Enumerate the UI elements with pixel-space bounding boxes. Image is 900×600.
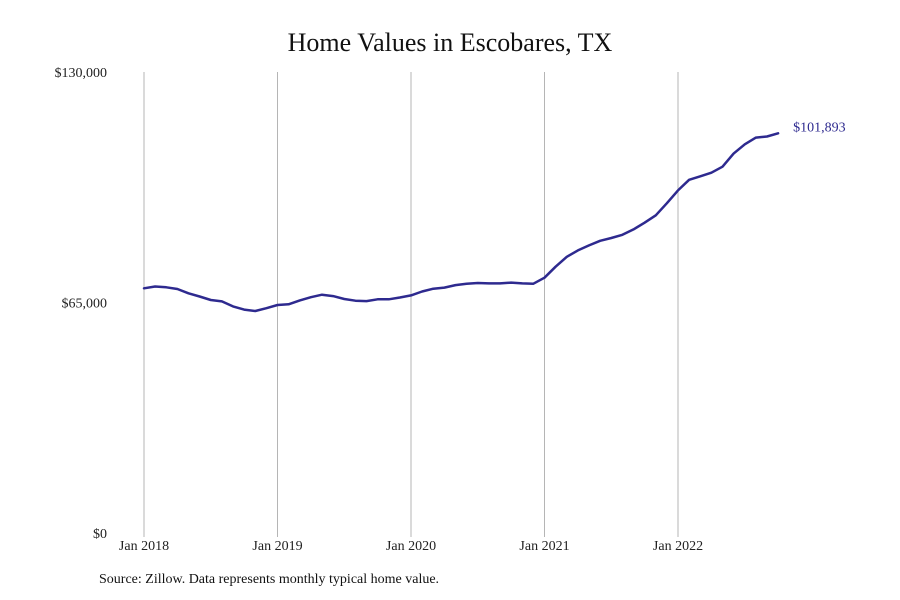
data-point xyxy=(343,298,346,300)
data-point xyxy=(688,179,690,181)
data-point xyxy=(554,265,557,268)
x-tick-label: Jan 2022 xyxy=(653,539,703,554)
data-point xyxy=(643,221,646,224)
data-point xyxy=(677,189,679,192)
data-point xyxy=(254,310,257,312)
data-point xyxy=(154,285,156,288)
data-point xyxy=(332,295,334,297)
data-point xyxy=(432,287,435,290)
data-point xyxy=(655,214,657,217)
data-point xyxy=(477,282,479,284)
data-point xyxy=(588,244,590,247)
data-point xyxy=(198,295,201,298)
data-point xyxy=(632,228,635,231)
x-tick-label: Jan 2019 xyxy=(252,539,302,554)
data-point xyxy=(766,135,768,138)
chart-title: Home Values in Escobares, TX xyxy=(287,28,613,57)
data-point xyxy=(187,292,190,295)
data-point xyxy=(488,282,490,285)
data-point xyxy=(376,298,379,301)
data-point xyxy=(610,237,613,239)
x-tick-label: Jan 2020 xyxy=(386,539,436,554)
data-point xyxy=(454,284,457,286)
data-point xyxy=(621,234,624,236)
data-point xyxy=(599,240,601,242)
data-point xyxy=(443,286,446,289)
data-point xyxy=(465,282,468,285)
data-point xyxy=(521,282,524,285)
data-point xyxy=(666,202,668,204)
data-point xyxy=(276,304,279,306)
data-point xyxy=(321,293,323,296)
data-point xyxy=(265,307,268,310)
data-point xyxy=(232,305,234,308)
data-point xyxy=(388,298,390,301)
data-point xyxy=(299,299,301,302)
data-point xyxy=(721,165,724,168)
series-line xyxy=(142,132,780,313)
y-tick-label: $65,000 xyxy=(62,297,108,312)
data-point xyxy=(532,282,535,285)
data-point xyxy=(287,303,290,306)
data-point xyxy=(777,132,779,135)
x-tick-label: Jan 2021 xyxy=(519,539,569,554)
data-point xyxy=(744,143,746,146)
data-point xyxy=(755,136,757,139)
data-point xyxy=(543,276,546,279)
data-point xyxy=(566,255,568,258)
data-point xyxy=(365,300,368,302)
x-tick-label: Jan 2018 xyxy=(119,539,169,554)
data-point xyxy=(710,171,713,174)
y-tick-label: $0 xyxy=(93,527,107,542)
end-value-label: $101,893 xyxy=(793,120,846,135)
y-tick-label: $130,000 xyxy=(55,66,108,81)
data-point xyxy=(399,296,401,299)
data-point xyxy=(510,281,512,284)
source-note: Source: Zillow. Data represents monthly … xyxy=(99,572,440,587)
data-point xyxy=(165,286,168,289)
data-point xyxy=(354,299,357,302)
data-point xyxy=(421,290,423,293)
data-point xyxy=(499,282,501,285)
data-point xyxy=(243,308,245,311)
data-point xyxy=(410,294,412,297)
data-point xyxy=(699,175,702,178)
data-point xyxy=(176,288,179,290)
data-point xyxy=(310,296,312,299)
data-point xyxy=(210,299,212,301)
data-point xyxy=(577,249,579,252)
data-point xyxy=(143,287,145,290)
data-point xyxy=(732,152,735,155)
data-point xyxy=(221,300,223,303)
